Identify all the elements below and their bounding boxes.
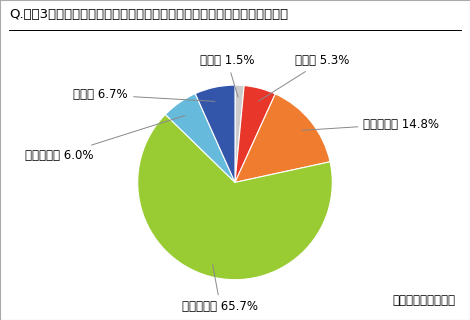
Text: やや増えた 14.8%: やや増えた 14.8%	[302, 117, 439, 131]
Wedge shape	[235, 94, 330, 182]
Text: 減った 6.7%: 減った 6.7%	[73, 88, 215, 101]
Text: ：別居家族がいる人: ：別居家族がいる人	[393, 294, 456, 307]
Wedge shape	[235, 85, 244, 182]
Wedge shape	[138, 115, 332, 280]
Wedge shape	[165, 94, 235, 182]
Text: 増えた 5.3%: 増えた 5.3%	[258, 54, 350, 101]
Wedge shape	[235, 85, 275, 182]
Text: 無回答 1.5%: 無回答 1.5%	[200, 54, 254, 97]
Text: Q.今年3月以降、別居家族と対面以外で連絡をとる頻度は変わりましたか？: Q.今年3月以降、別居家族と対面以外で連絡をとる頻度は変わりましたか？	[9, 8, 289, 21]
Text: 変わらない 65.7%: 変わらない 65.7%	[182, 265, 258, 313]
Text: やや減った 6.0%: やや減った 6.0%	[25, 116, 185, 162]
Wedge shape	[195, 85, 235, 182]
